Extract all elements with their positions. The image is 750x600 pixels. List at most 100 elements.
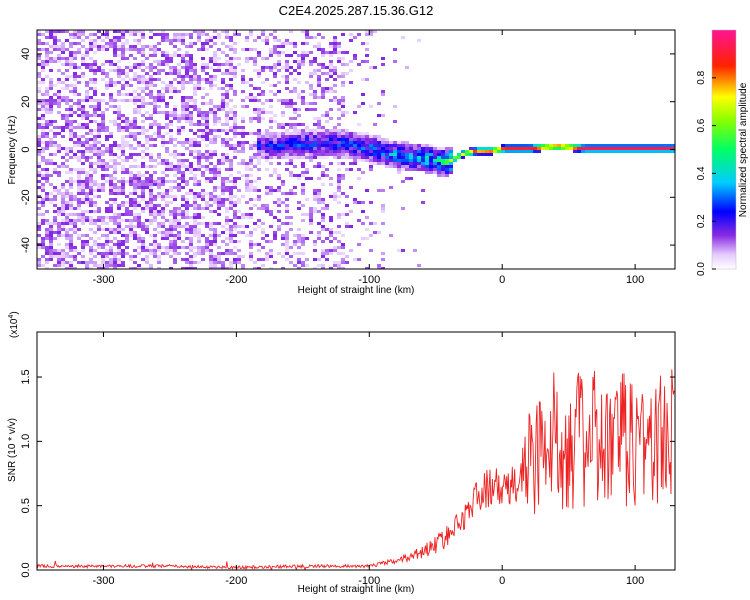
- spectrogram-cell: [333, 249, 337, 252]
- spectrogram-cell: [217, 186, 221, 189]
- spectrogram-cell: [129, 225, 133, 228]
- spectrogram-cell: [77, 261, 81, 264]
- spectrogram-cell: [321, 213, 325, 216]
- spectrogram-cell: [293, 135, 297, 138]
- spectrogram-cell: [309, 72, 313, 75]
- spectrogram-cell: [401, 36, 405, 39]
- spectrogram-cell: [45, 180, 49, 183]
- spectrogram-cell: [133, 48, 137, 51]
- spectrogram-cell: [205, 135, 209, 138]
- spectrogram-cell: [329, 177, 333, 180]
- spectrogram-cell: [41, 48, 45, 51]
- spectrogram-cell: [69, 129, 73, 132]
- spectrogram-cell: [421, 159, 425, 162]
- spectrogram-cell: [69, 90, 73, 93]
- spectrogram-cell: [53, 171, 57, 174]
- spectrogram-cell: [573, 147, 577, 150]
- spectrogram-cell: [517, 150, 521, 153]
- spectrogram-cell: [321, 150, 325, 153]
- spectrogram-cell: [229, 240, 233, 243]
- spectrogram-cell: [357, 153, 361, 156]
- spectrogram-cell: [233, 252, 237, 255]
- spectrogram-cell: [149, 123, 153, 126]
- spectrogram-cell: [121, 54, 125, 57]
- spectrogram-cell: [657, 150, 661, 153]
- spectrogram-cell: [281, 180, 285, 183]
- spectrogram-cell: [213, 174, 217, 177]
- spectrogram-cell: [181, 141, 185, 144]
- spectrogram-cell: [225, 207, 229, 210]
- spectrogram-cell: [229, 45, 233, 48]
- spectrogram-cell: [193, 90, 197, 93]
- spectrogram-cell: [285, 75, 289, 78]
- spectrogram-cell: [341, 129, 345, 132]
- spectrogram-cell: [57, 165, 61, 168]
- spectrogram-cell: [41, 102, 45, 105]
- spectrogram-cell: [137, 99, 141, 102]
- spectrogram-cell: [149, 267, 153, 269]
- spectrogram-cell: [49, 60, 53, 63]
- spectrogram-cell: [433, 162, 437, 165]
- spectrogram-cell: [157, 231, 161, 234]
- spectrogram-cell: [157, 183, 161, 186]
- spectrogram-cell: [141, 240, 145, 243]
- spectrogram-cell: [257, 36, 261, 39]
- spectrogram-cell: [309, 150, 313, 153]
- spectrogram-cell: [149, 96, 153, 99]
- spectrogram-cell: [77, 186, 81, 189]
- spectrogram-cell: [449, 153, 453, 156]
- spectrogram-cell: [189, 57, 193, 60]
- spectrogram-cell: [285, 135, 289, 138]
- spectrogram-cell: [277, 150, 281, 153]
- spectrogram-cell: [201, 249, 205, 252]
- spectrogram-cell: [269, 192, 273, 195]
- spectrogram-cell: [333, 156, 337, 159]
- spectrogram-cell: [337, 102, 341, 105]
- spectrogram-cell: [77, 51, 81, 54]
- spectrogram-cell: [285, 141, 289, 144]
- spectrogram-cell: [345, 72, 349, 75]
- spectrogram-cell: [237, 240, 241, 243]
- spectrogram-cell: [53, 36, 57, 39]
- spectrogram-cell: [333, 153, 337, 156]
- spectrogram-cell: [633, 144, 637, 147]
- spectrogram-cell: [265, 204, 269, 207]
- spectrogram-cell: [585, 147, 589, 150]
- spectrogram-cell: [49, 105, 53, 108]
- spectrogram-cell: [249, 48, 253, 51]
- spectrogram-cell: [165, 72, 169, 75]
- spectrogram-cell: [205, 132, 209, 135]
- spectrogram-cell: [173, 240, 177, 243]
- spectrogram-cell: [289, 144, 293, 147]
- spectrogram-cell: [105, 87, 109, 90]
- spectrogram-cell: [145, 246, 149, 249]
- spectrogram-cell: [245, 105, 249, 108]
- spectrogram-cell: [101, 234, 105, 237]
- snr-y-tick-label: 1.0: [20, 434, 32, 449]
- spectrogram-cell: [329, 129, 333, 132]
- spectrogram-cell: [173, 105, 177, 108]
- spectrogram-cell: [93, 81, 97, 84]
- spectrogram-cell: [101, 252, 105, 255]
- spectrogram-cell: [93, 204, 97, 207]
- spectrogram-cell: [89, 210, 93, 213]
- spectrogram-cell: [233, 75, 237, 78]
- spectrogram-cell: [253, 198, 257, 201]
- spectrogram-y-tick-label: 20: [20, 96, 32, 108]
- spectrogram-cell: [201, 123, 205, 126]
- spectrogram-cell: [353, 159, 357, 162]
- spectrogram-cell: [669, 150, 673, 153]
- spectrogram-cell: [333, 51, 337, 54]
- spectrogram-cell: [45, 231, 49, 234]
- spectrogram-cell: [221, 51, 225, 54]
- spectrogram-cell: [617, 147, 621, 150]
- spectrogram-cell: [257, 189, 261, 192]
- spectrogram-cell: [301, 51, 305, 54]
- spectrogram-cell: [133, 159, 137, 162]
- spectrogram-cell: [49, 108, 53, 111]
- spectrogram-cell: [621, 150, 625, 153]
- spectrogram-cell: [301, 192, 305, 195]
- spectrogram-cell: [193, 180, 197, 183]
- spectrogram-cell: [165, 33, 169, 36]
- spectrogram-cell: [165, 126, 169, 129]
